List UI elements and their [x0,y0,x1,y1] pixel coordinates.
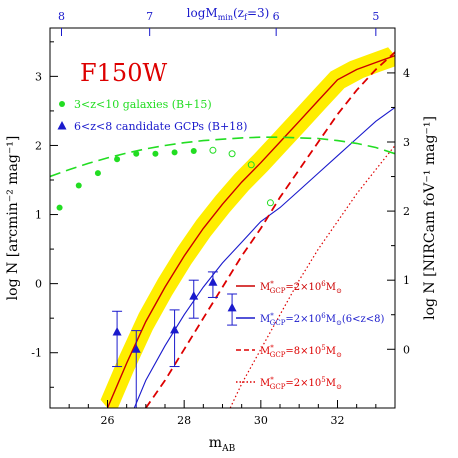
top-tick-label: 7 [146,10,153,23]
data-points-layer [56,146,274,408]
y-right-tick-label: 0 [403,343,410,356]
gcp-candidate-point [227,302,237,312]
galaxy-point [152,150,159,157]
galaxy-point-open [209,146,217,154]
x-tick-label: 26 [101,414,115,427]
x-axis-title: mAB [209,435,236,454]
legend-model-label: M* GCP=2×106M⊙(6<z<8) [260,312,385,327]
gcp-candidate-point [131,344,141,353]
top-tick-label: 6 [273,10,280,23]
galaxy-point [56,204,63,211]
x-tick-label: 30 [254,414,268,427]
y-right-tick-label: 3 [403,136,410,149]
y-tick-label: 2 [35,139,42,152]
legend-model-label: M* GCP=8×105M⊙ [260,344,342,359]
top-axis-title: logMmin(zf=3) [187,6,270,22]
series-line-green-dashed [50,136,395,178]
legend-model-label: M* GCP=2×105M⊙ [260,376,342,391]
top-tick-label: 5 [372,10,379,23]
galaxy-point [94,170,101,177]
x-tick-label: 32 [331,414,345,427]
series-line-2e6-msun [106,54,395,408]
galaxy-point-open [247,161,255,169]
legend-model-label: M* GCP=2×106M⊙ [260,280,342,295]
series-line-2e5-msun [229,145,395,408]
yellow-band-layer [100,47,395,408]
model-lines-layer [50,51,395,408]
galaxy-point [75,182,82,189]
x-tick-label: 28 [177,414,191,427]
gcp-candidate-point [189,291,199,300]
y-tick-label: 1 [35,209,42,222]
legend-marker-triangle [57,121,67,130]
gcp-candidate-point [170,324,180,334]
legend-entry-label: 3<z<10 galaxies (B+15) [74,98,212,111]
y-tick-label: 3 [35,70,42,83]
legend-entry-label: 6<z<8 candidate GCPs (B+18) [74,120,247,133]
y-right-tick-label: 2 [403,205,410,218]
y-axis-right-title: log N [NIRCam foV⁻¹ mag⁻¹] [422,116,438,320]
legend-marker-circle [59,101,65,107]
y-right-tick-label: 4 [403,67,410,80]
top-tick-label: 8 [58,10,65,23]
galaxy-point [190,147,197,154]
y-axis-title: log N [arcmin⁻² mag⁻¹] [5,136,21,301]
gcp-candidate-point [208,277,218,286]
legend-layer: 3<z<10 galaxies (B+15) 6<z<8 candidate GC… [57,98,385,391]
galaxy-point [114,156,121,163]
y-right-tick-label: 1 [403,274,410,287]
chart-title: F150W [80,59,167,87]
galaxy-point-open [228,150,236,158]
uncertainty-band [100,47,395,408]
galaxy-point-open [266,199,274,207]
series-line-2e6-msun-6z8 [133,107,395,408]
galaxy-point [171,149,178,156]
y-tick-label: -1 [31,347,42,360]
y-tick-label: 0 [35,278,42,291]
galaxy-point [133,150,140,157]
gcp-candidate-point [112,327,122,336]
